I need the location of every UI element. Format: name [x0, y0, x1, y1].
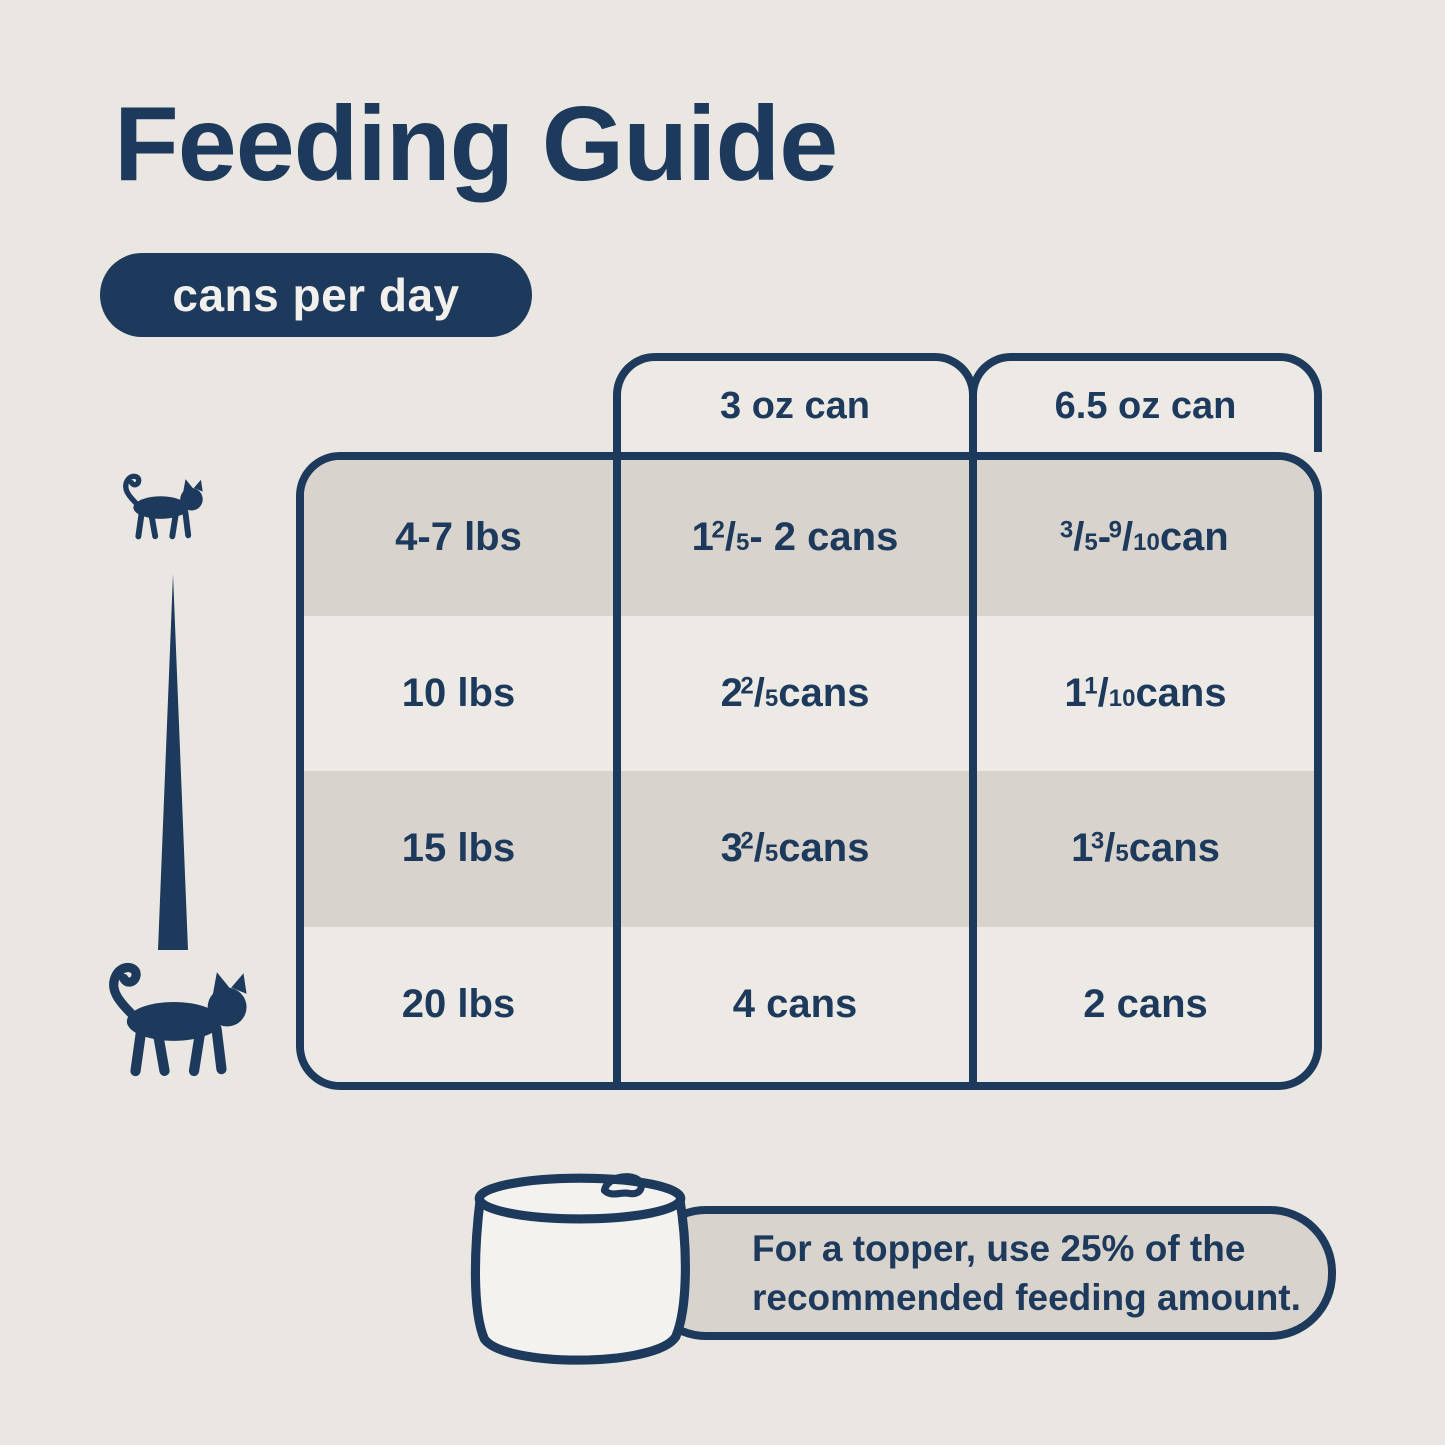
page-title: Feeding Guide	[114, 85, 838, 203]
weight-taper-triangle	[158, 574, 188, 950]
column-header-label: 3 oz can	[720, 385, 870, 427]
column-header-3oz-can: 3 oz can	[613, 353, 977, 452]
cans-per-day-badge: cans per day	[100, 253, 532, 337]
small-can-amount-cell: 2 2/5 cans	[613, 615, 969, 771]
topper-note-line-1: For a topper, use 25% of the	[752, 1228, 1246, 1269]
weight-cell: 15 lbs	[304, 771, 613, 927]
large-can-amount-cell: 1 1/10 cans	[969, 615, 1314, 771]
large-can-amount-cell: 2 cans	[969, 926, 1314, 1082]
topper-note: For a topper, use 25% of the recommended…	[640, 1206, 1336, 1340]
small-can-amount-cell: 3 2/5 cans	[613, 771, 969, 927]
weight-cell: 10 lbs	[304, 615, 613, 771]
small-can-amount-cell: 1 2/5 - 2 cans	[613, 460, 969, 616]
cat-food-can-icon	[470, 1173, 690, 1365]
small-can-amount-cell: 4 cans	[613, 926, 969, 1082]
column-header-label: 6.5 oz can	[1054, 385, 1237, 427]
large-cat-icon	[109, 962, 247, 1077]
weight-cell: 20 lbs	[304, 926, 613, 1082]
weight-cell: 4-7 lbs	[304, 460, 613, 616]
large-can-amount-cell: 1 3/5 cans	[969, 771, 1314, 927]
large-can-amount-cell: 3/5 - 9/10 can	[969, 460, 1314, 616]
topper-note-line-2: recommended feeding amount.	[752, 1277, 1301, 1318]
small-cat-icon	[123, 473, 203, 540]
badge-label: cans per day	[172, 269, 460, 321]
feeding-table: 4-7 lbs 1 2/5 - 2 cans 3/5 - 9/10 can 10…	[296, 452, 1322, 1090]
column-header-6-5oz-can: 6.5 oz can	[969, 353, 1322, 452]
